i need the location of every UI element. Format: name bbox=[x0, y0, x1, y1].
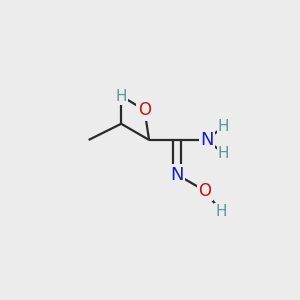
Text: H: H bbox=[218, 118, 229, 134]
Text: N: N bbox=[200, 131, 214, 149]
Text: H: H bbox=[215, 204, 227, 219]
Text: H: H bbox=[218, 146, 229, 161]
Text: O: O bbox=[138, 101, 151, 119]
Text: N: N bbox=[170, 166, 184, 184]
Text: H: H bbox=[116, 88, 127, 104]
Text: O: O bbox=[198, 182, 212, 200]
